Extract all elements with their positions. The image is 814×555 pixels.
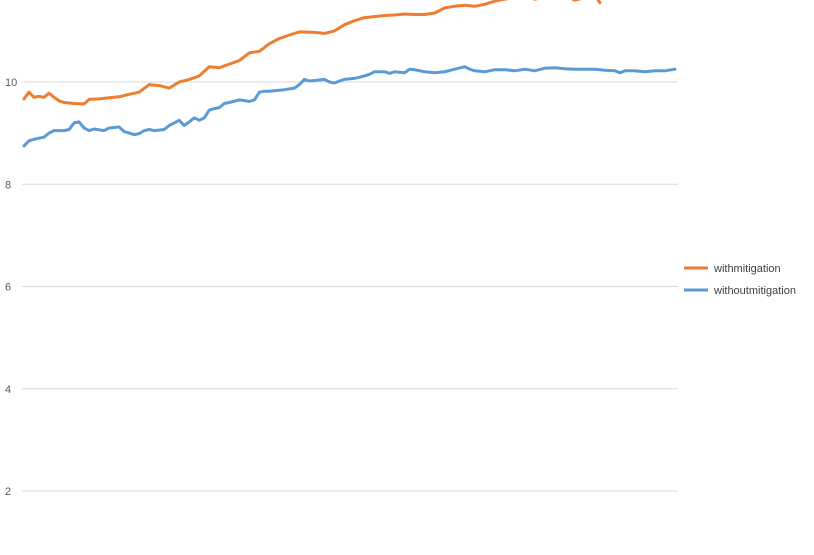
y-tick-label: 8 — [5, 179, 11, 191]
gridlines — [22, 81, 678, 492]
legend-label-withmitigation: withmitigation — [713, 263, 781, 275]
series-line-withmitigation — [22, 0, 602, 106]
y-tick-label: 2 — [5, 486, 11, 498]
y-axis-tick-labels: 2 4 6 8 10 — [5, 77, 17, 498]
legend-label-withoutmitigation: withoutmitigation — [713, 285, 796, 297]
legend: withmitigation withoutmitigation — [684, 263, 796, 297]
y-tick-label: 10 — [5, 77, 17, 89]
y-tick-label: 4 — [5, 384, 11, 396]
series-lines — [22, 0, 677, 148]
y-tick-label: 6 — [5, 282, 11, 294]
series-line-withoutmitigation — [22, 65, 677, 148]
